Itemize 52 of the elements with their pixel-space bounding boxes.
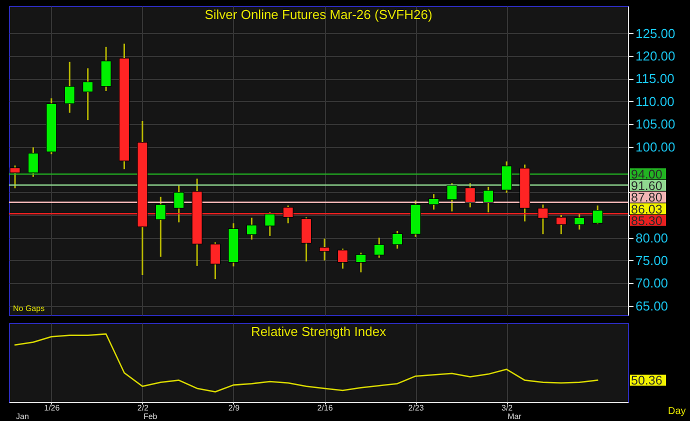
candlestick (210, 242, 221, 280)
candlestick (82, 68, 94, 121)
y-tick-label: 120.00 (636, 48, 676, 64)
y-tick-label: 80.00 (636, 230, 668, 246)
candlestick (446, 182, 458, 212)
x-tick-label: 1/26 (44, 404, 60, 412)
candlestick (356, 252, 366, 274)
text: 86.03 (631, 202, 662, 216)
x-tick-label: 2/2 (137, 404, 150, 412)
candlestick (282, 204, 294, 224)
text: Jan (16, 412, 29, 421)
candlestick (574, 212, 585, 230)
y-tick-label: 105.00 (636, 116, 676, 132)
candlestick (337, 248, 348, 270)
candlestick (392, 230, 403, 250)
x-tick-label: 2/9 (228, 404, 240, 412)
candlestick (374, 237, 384, 258)
text: Feb (143, 412, 158, 421)
text: Mar (508, 412, 522, 421)
annotation: No Gaps (13, 304, 45, 313)
y-tick-label: 75.00 (636, 252, 668, 268)
x-tick-label: 2/16 (317, 404, 334, 412)
x-tick-label: 2/23 (408, 404, 424, 412)
candlestick (464, 182, 476, 208)
y-tick-label: 125.00 (636, 26, 676, 41)
chart-title: Silver Online Futures Mar-26 (SVFH26) (204, 7, 432, 22)
candlestick (483, 186, 494, 214)
candlestick (155, 196, 166, 258)
y-tick-label: 115.00 (636, 71, 674, 86)
candlestick (28, 146, 39, 178)
ref-line-label: 94.00 (631, 167, 662, 182)
y-tick-label: 110.00 (636, 94, 674, 109)
candlestick (246, 217, 257, 240)
candlestick (428, 193, 440, 210)
y-tick-label: 70.00 (636, 276, 668, 291)
ref-line-label: 85.30 (631, 214, 662, 228)
candlestick (174, 184, 184, 224)
ref-line-label: 87.80 (631, 190, 662, 205)
text: Day (668, 406, 686, 417)
y-tick-label: 100.00 (636, 139, 676, 154)
candlestick (64, 61, 75, 114)
chart-title: Relative Strength Index (250, 324, 387, 339)
candlestick (10, 164, 20, 189)
candlestick (264, 212, 276, 237)
candlestick (556, 214, 566, 235)
candlestick (592, 204, 603, 225)
y-tick-label: 65.00 (636, 298, 668, 314)
x-tick-label: 3/2 (502, 404, 514, 412)
ref-line-label: 91.60 (631, 178, 662, 193)
text: 50.36 (631, 374, 662, 388)
candlestick (538, 204, 548, 235)
candlestick (319, 238, 330, 262)
